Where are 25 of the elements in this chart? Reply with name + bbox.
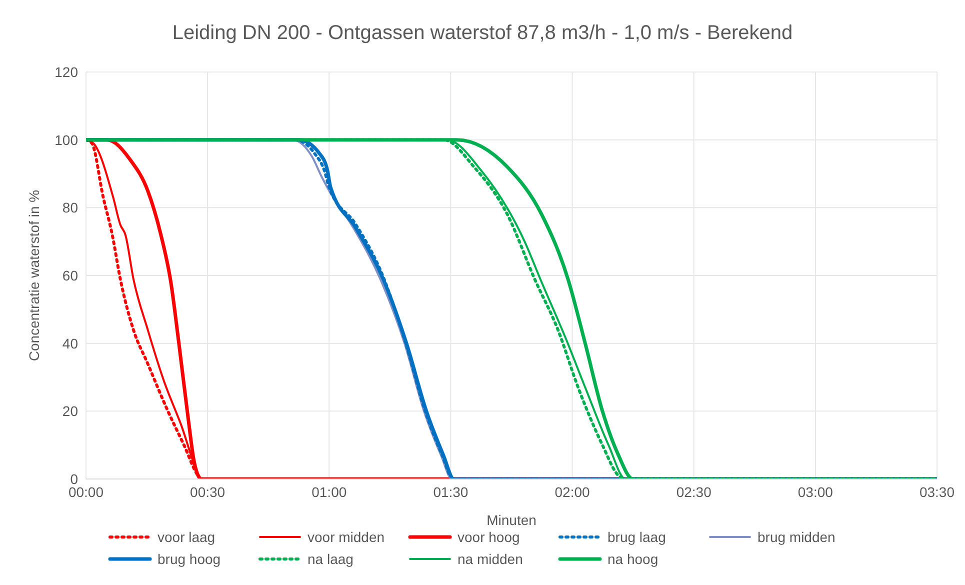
x-tick-label: 02:30 <box>676 484 712 500</box>
legend-label: brug laag <box>608 529 666 545</box>
x-tick-label: 01:30 <box>433 484 468 500</box>
y-axis-title: Concentratie waterstof in % <box>26 190 42 362</box>
x-tick-label: 02:00 <box>554 484 590 500</box>
y-tick-label: 80 <box>62 200 78 216</box>
legend-label: brug hoog <box>158 551 221 567</box>
x-axis-title: Minuten <box>486 512 536 528</box>
y-tick-label: 60 <box>62 267 78 284</box>
legend-label: voor laag <box>158 529 216 545</box>
legend-label: na midden <box>458 551 523 567</box>
legend-label: brug midden <box>758 529 836 545</box>
y-tick-label: 40 <box>62 335 78 352</box>
legend-label: voor midden <box>308 529 385 545</box>
legend-label: na laag <box>308 551 354 567</box>
legend-label: voor hoog <box>458 529 520 545</box>
x-tick-label: 01:00 <box>312 484 347 500</box>
y-tick-label: 20 <box>62 403 78 420</box>
x-tick-label: 00:30 <box>190 484 226 500</box>
chart-title: Leiding DN 200 - Ontgassen waterstof 87,8 m3/h - 1,0 m/s - Berekend <box>171 21 794 46</box>
y-tick-label: 100 <box>54 132 78 148</box>
x-tick-label: 03:30 <box>919 484 955 500</box>
y-tick-label: 120 <box>54 64 78 80</box>
legend-label: na hoog <box>608 551 658 567</box>
x-tick-label: 03:00 <box>798 484 834 500</box>
